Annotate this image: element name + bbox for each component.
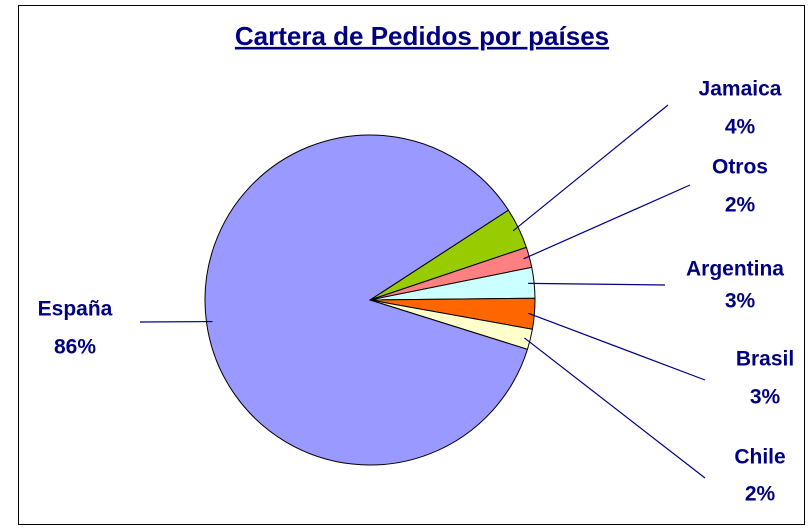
leader-line <box>528 282 666 286</box>
slice-label: Chile <box>734 446 785 469</box>
slice-label: Jamaica <box>699 78 782 101</box>
slice-label: Brasil <box>736 348 794 371</box>
leader-line <box>512 104 669 232</box>
slice-value-label: 2% <box>745 483 776 506</box>
slice-label: España <box>38 298 113 321</box>
pie-slice <box>204 134 529 466</box>
leader-line <box>523 184 691 260</box>
slice-label: Otros <box>712 156 768 179</box>
leader-line <box>528 312 706 381</box>
chart-title: Cartera de Pedidos por países <box>235 21 609 51</box>
slice-value-label: 4% <box>725 116 756 139</box>
slice-value-label: 3% <box>725 290 756 313</box>
leader-line <box>524 337 706 479</box>
slice-label: Argentina <box>686 258 784 281</box>
slice-value-label: 3% <box>750 386 781 409</box>
slice-value-label: 86% <box>54 336 96 359</box>
slice-value-label: 2% <box>725 194 756 217</box>
